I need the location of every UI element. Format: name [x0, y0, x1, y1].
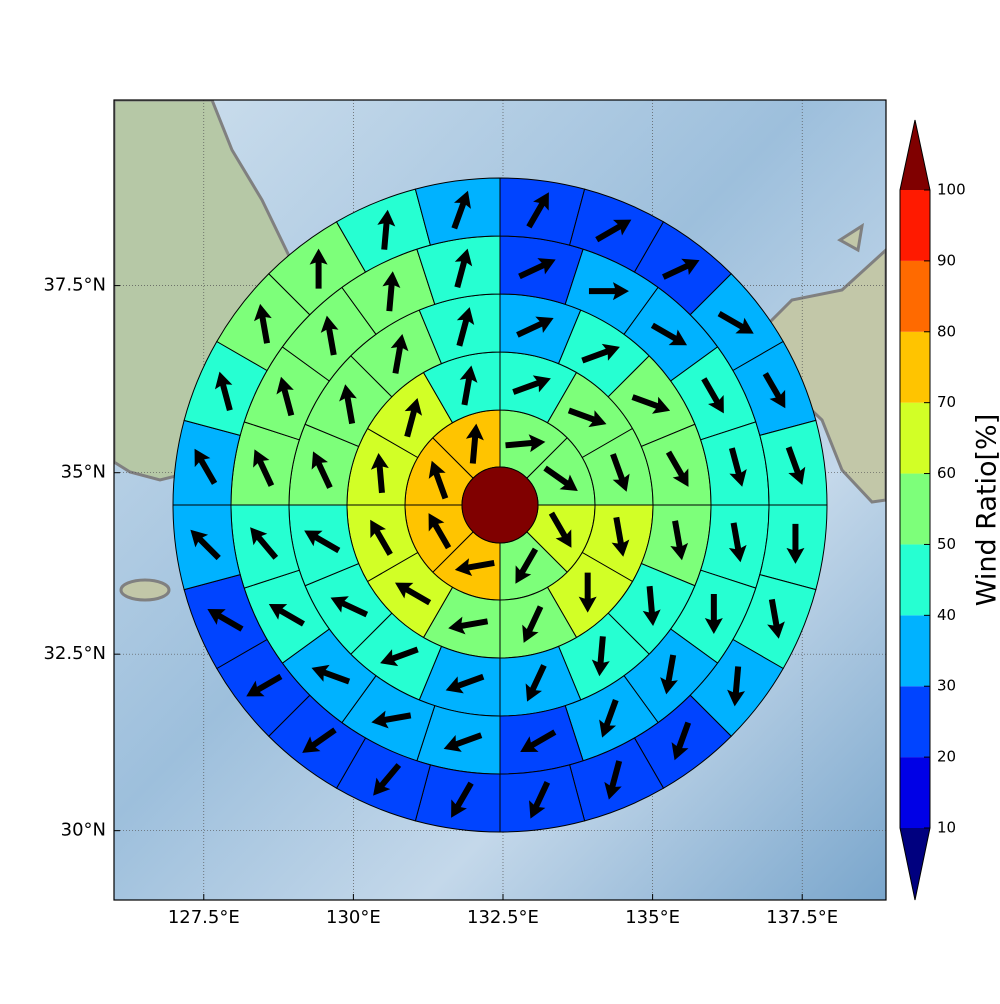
colorbar-bin: [900, 403, 930, 474]
colorbar: 10 20 30 40 50 60 70 80 90 100: [900, 120, 966, 900]
colorbar-tick-label: 80: [937, 322, 956, 340]
y-tick-label: 30°N: [61, 820, 106, 841]
x-tick-label: 132.5°E: [467, 907, 539, 928]
sector-grid: [173, 178, 827, 832]
colorbar-bin: [900, 190, 930, 261]
colorbar-label: Wind Ratio[%]: [972, 414, 1000, 606]
y-tick-label: 32.5°N: [43, 643, 106, 664]
x-tick-label: 130°E: [326, 907, 381, 928]
colorbar-bin: [900, 544, 930, 615]
colorbar-under: [900, 828, 930, 900]
center-cell: [462, 467, 538, 543]
colorbar-bin: [900, 261, 930, 332]
colorbar-tick-label: 70: [937, 393, 956, 411]
colorbar-bin: [900, 615, 930, 686]
colorbar-over: [900, 120, 930, 190]
colorbar-bin: [900, 757, 930, 828]
x-tick-label: 135°E: [625, 907, 680, 928]
colorbar-tick-label: 100: [937, 181, 966, 199]
colorbar-bin: [900, 332, 930, 403]
x-tick-label: 137.5°E: [766, 907, 838, 928]
y-tick-label: 35°N: [61, 462, 106, 483]
colorbar-bin: [900, 474, 930, 545]
colorbar-tick-label: 50: [937, 535, 956, 553]
colorbar-tick-label: 10: [937, 819, 956, 837]
colorbar-tick-label: 30: [937, 677, 956, 695]
colorbar-bin: [900, 686, 930, 757]
colorbar-tick-label: 90: [937, 251, 956, 269]
colorbar-tick-label: 40: [937, 606, 956, 624]
land-tsushima: [121, 580, 169, 600]
x-tick-label: 127.5°E: [168, 907, 240, 928]
colorbar-tick-label: 20: [937, 748, 956, 766]
y-tick-label: 37.5°N: [43, 275, 106, 296]
colorbar-tick-label: 60: [937, 464, 956, 482]
